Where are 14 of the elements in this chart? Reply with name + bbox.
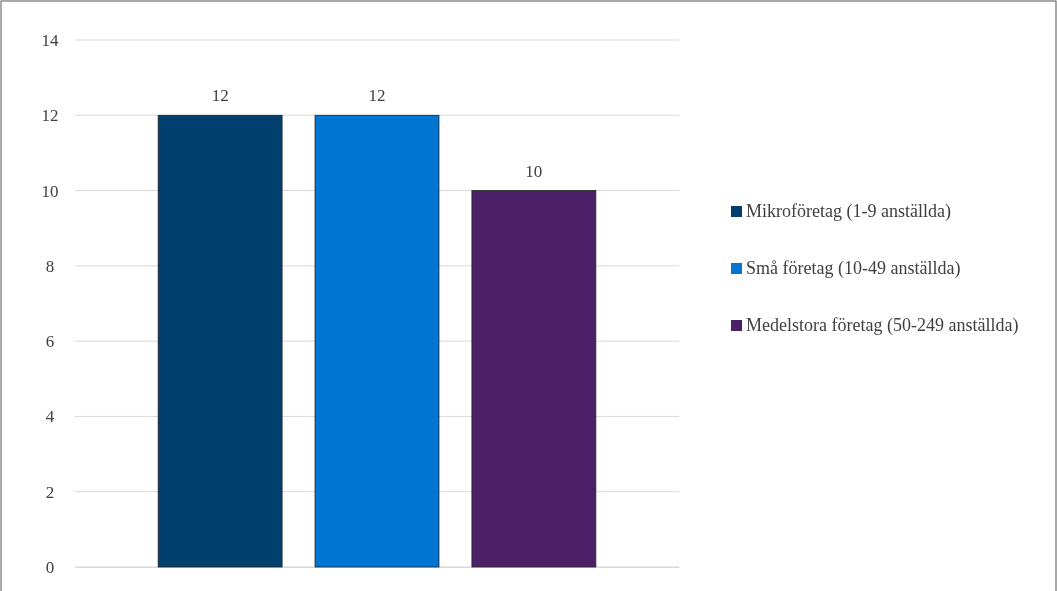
legend-label: Mikroföretag (1-9 anställda) [746, 201, 951, 222]
y-tick-label: 4 [45, 407, 55, 427]
data-label: 10 [525, 161, 543, 181]
y-tick-label: 10 [41, 181, 59, 201]
y-tick-label: 14 [41, 30, 59, 50]
y-tick-label: 6 [45, 332, 55, 352]
data-label: 12 [368, 86, 386, 106]
y-tick-label: 0 [45, 557, 55, 577]
legend-label: Små företag (10-49 anställda) [746, 258, 961, 279]
y-tick-label: 12 [41, 106, 59, 126]
data-label: 12 [211, 86, 229, 106]
y-tick-label: 2 [45, 482, 55, 502]
y-tick-label: 8 [45, 256, 55, 276]
legend-label: Medelstora företag (50-249 anställda) [746, 315, 1019, 336]
